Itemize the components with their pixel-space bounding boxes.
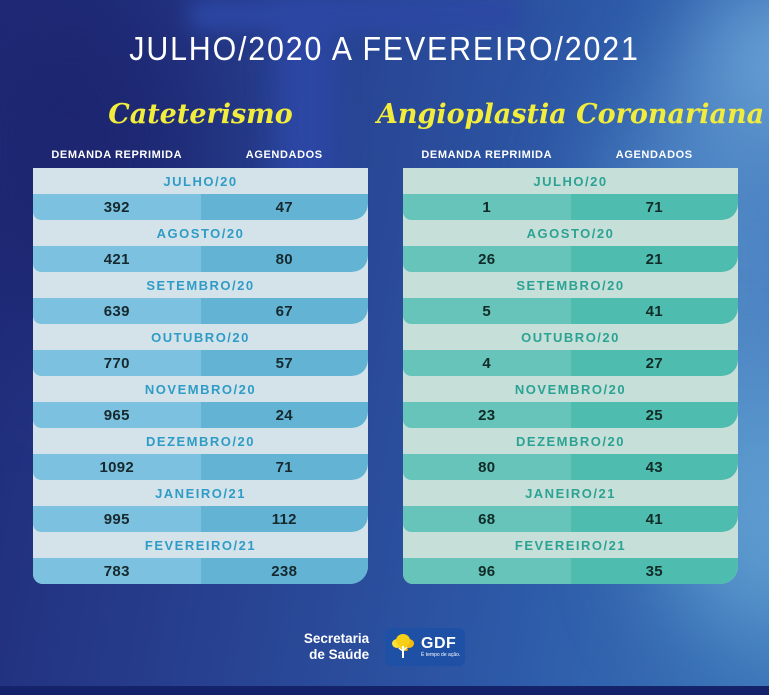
agendados-cell: 41 <box>570 506 738 532</box>
month-header: JULHO/20 <box>533 173 608 189</box>
table-row: 26 21 <box>403 246 738 272</box>
org-line1: Secretaria <box>303 631 370 647</box>
table-row: 23 25 <box>403 402 738 428</box>
org-line2: de Saúde <box>309 647 370 662</box>
agendados-cell: 27 <box>570 350 738 376</box>
month-header: AGOSTO/20 <box>526 225 615 241</box>
agendados-cell: 35 <box>570 558 738 584</box>
agendados-cell: 43 <box>570 454 738 480</box>
demanda-reprimida-cell: 1092 <box>33 454 201 480</box>
angioplastia-title: Angioplastia Coronariana <box>376 98 765 130</box>
cateterismo-title: Cateterismo <box>108 98 293 130</box>
demanda-reprimida-cell: 80 <box>403 454 571 480</box>
table-row: 995 112 <box>33 506 368 532</box>
demanda-reprimida-cell: 5 <box>403 298 571 324</box>
table-row: 965 24 <box>33 402 368 428</box>
demanda-reprimida-cell: 770 <box>33 350 201 376</box>
table-row: 80 43 <box>403 454 738 480</box>
month-header: SETEMBRO/20 <box>516 277 625 293</box>
month-header: OUTUBRO/20 <box>151 329 250 345</box>
demanda-reprimida-cell: 1 <box>403 194 571 220</box>
demanda-reprimida-header: DEMANDA REPRIMIDA <box>421 149 553 161</box>
demanda-reprimida-cell: 783 <box>33 558 201 584</box>
table-row: 96 35 <box>403 558 738 584</box>
agendados-cell: 25 <box>570 402 738 428</box>
angioplastia-table: JULHO/20 1 71 AGOSTO/20 26 21 SETEMBRO/20 5 41 OU… <box>403 168 738 584</box>
demanda-reprimida-cell: 421 <box>33 246 201 272</box>
table-row: 1092 71 <box>33 454 368 480</box>
month-header: FEVEREIRO/21 <box>144 537 257 553</box>
table-row: 783 238 <box>33 558 368 584</box>
gdf-logo: GDF É tempo de ação. <box>385 628 466 666</box>
agendados-cell: 112 <box>200 506 368 532</box>
month-header: DEZEMBRO/20 <box>516 433 625 449</box>
month-header: NOVEMBRO/20 <box>144 381 257 397</box>
footer: Secretaria de Saúde GDF É tempo de ação. <box>0 628 769 666</box>
agendados-cell: 238 <box>200 558 368 584</box>
page-title: JULHO/2020 A FEVEREIRO/2021 <box>129 30 640 67</box>
table-row: 770 57 <box>33 350 368 376</box>
agendados-cell: 24 <box>200 402 368 428</box>
month-header: JULHO/20 <box>163 173 238 189</box>
background-lamp-bar <box>190 0 520 30</box>
secretaria-de-saude-wordmark: Secretaria de Saúde <box>304 631 369 662</box>
agendados-cell: 71 <box>570 194 738 220</box>
month-header: OUTUBRO/20 <box>521 329 620 345</box>
demanda-reprimida-cell: 26 <box>403 246 571 272</box>
table-row: 5 41 <box>403 298 738 324</box>
month-header: JANEIRO/21 <box>525 485 616 501</box>
agendados-cell: 80 <box>200 246 368 272</box>
bottom-strip <box>0 686 769 695</box>
cateterismo-section: Cateterismo DEMANDA REPRIMIDA AGENDADOS … <box>33 86 368 584</box>
month-header: SETEMBRO/20 <box>146 277 255 293</box>
ipe-tree-icon <box>390 632 416 662</box>
demanda-reprimida-cell: 96 <box>403 558 571 584</box>
column-headers: DEMANDA REPRIMIDA AGENDADOS <box>403 142 738 168</box>
demanda-reprimida-cell: 639 <box>33 298 201 324</box>
agendados-header: AGENDADOS <box>615 149 693 161</box>
agendados-cell: 41 <box>570 298 738 324</box>
table-row: 421 80 <box>33 246 368 272</box>
agendados-cell: 21 <box>570 246 738 272</box>
cateterismo-table: JULHO/20 392 47 AGOSTO/20 421 80 SETEMBRO/20 63… <box>33 168 368 584</box>
month-header: DEZEMBRO/20 <box>146 433 255 449</box>
month-header: FEVEREIRO/21 <box>514 537 627 553</box>
month-header: AGOSTO/20 <box>156 225 245 241</box>
gdf-logo-text: GDF <box>421 635 457 652</box>
agendados-cell: 57 <box>200 350 368 376</box>
demanda-reprimida-cell: 965 <box>33 402 201 428</box>
table-row: 639 67 <box>33 298 368 324</box>
month-header: JANEIRO/21 <box>155 485 246 501</box>
agendados-cell: 71 <box>200 454 368 480</box>
demanda-reprimida-header: DEMANDA REPRIMIDA <box>51 149 183 161</box>
column-headers: DEMANDA REPRIMIDA AGENDADOS <box>33 142 368 168</box>
table-row: 392 47 <box>33 194 368 220</box>
agendados-header: AGENDADOS <box>245 149 323 161</box>
table-row: 68 41 <box>403 506 738 532</box>
demanda-reprimida-cell: 68 <box>403 506 571 532</box>
table-row: 1 71 <box>403 194 738 220</box>
agendados-cell: 67 <box>200 298 368 324</box>
demanda-reprimida-cell: 995 <box>33 506 201 532</box>
month-header: NOVEMBRO/20 <box>514 381 627 397</box>
gdf-logo-tagline: É tempo de ação. <box>421 652 461 658</box>
angioplastia-section: Angioplastia Coronariana DEMANDA REPRIMI… <box>376 86 765 584</box>
agendados-cell: 47 <box>200 194 368 220</box>
demanda-reprimida-cell: 4 <box>403 350 571 376</box>
demanda-reprimida-cell: 23 <box>403 402 571 428</box>
demanda-reprimida-cell: 392 <box>33 194 201 220</box>
table-row: 4 27 <box>403 350 738 376</box>
